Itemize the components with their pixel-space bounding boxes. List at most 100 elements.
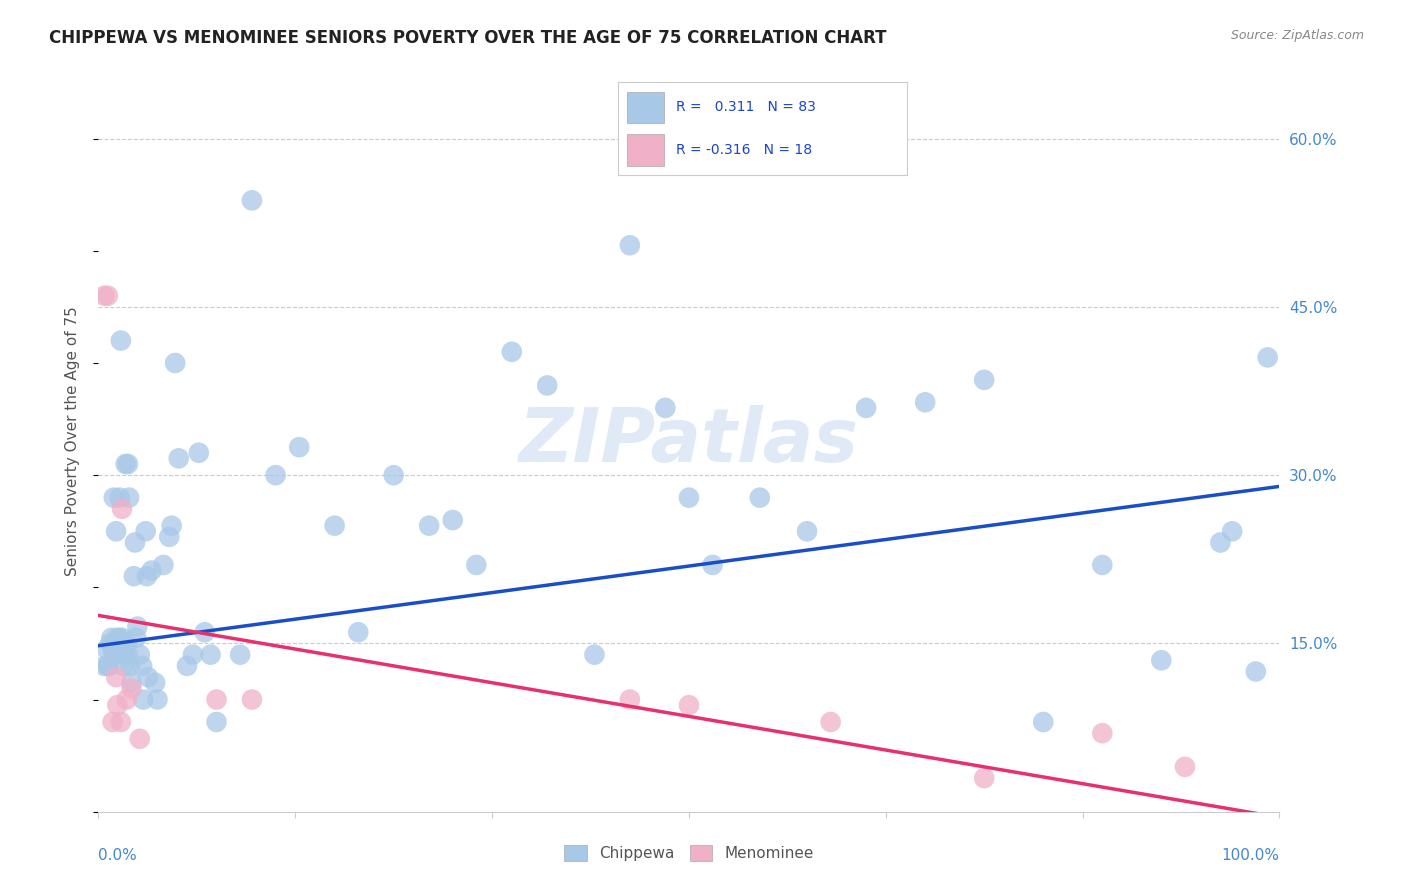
- Text: CHIPPEWA VS MENOMINEE SENIORS POVERTY OVER THE AGE OF 75 CORRELATION CHART: CHIPPEWA VS MENOMINEE SENIORS POVERTY OV…: [49, 29, 887, 46]
- Point: [105, 631, 128, 645]
- Point: [583, 648, 606, 662]
- Point: [128, 731, 150, 746]
- Point: [748, 491, 770, 505]
- Point: [120, 659, 142, 673]
- Point: [101, 642, 124, 657]
- Point: [135, 524, 157, 539]
- Point: [1091, 726, 1114, 740]
- Point: [115, 692, 138, 706]
- Point: [240, 692, 263, 706]
- Point: [112, 648, 135, 662]
- Point: [654, 401, 676, 415]
- Point: [110, 714, 132, 729]
- Point: [167, 451, 190, 466]
- Point: [678, 698, 700, 713]
- Point: [176, 659, 198, 673]
- Point: [160, 518, 183, 533]
- Point: [187, 446, 209, 460]
- Point: [323, 518, 346, 533]
- Point: [465, 558, 488, 572]
- Point: [536, 378, 558, 392]
- Point: [820, 714, 842, 729]
- Point: [105, 670, 128, 684]
- Point: [914, 395, 936, 409]
- Point: [973, 373, 995, 387]
- Point: [110, 334, 132, 348]
- Point: [118, 491, 141, 505]
- Point: [124, 535, 146, 549]
- Point: [200, 648, 222, 662]
- Point: [441, 513, 464, 527]
- Point: [108, 631, 131, 645]
- Point: [105, 524, 128, 539]
- Y-axis label: Seniors Poverty Over the Age of 75: Seniors Poverty Over the Age of 75: [65, 307, 80, 576]
- Point: [240, 194, 263, 208]
- Point: [347, 625, 370, 640]
- Point: [98, 659, 121, 673]
- Point: [181, 648, 204, 662]
- Point: [157, 530, 180, 544]
- Point: [105, 698, 128, 713]
- Point: [104, 648, 127, 662]
- Point: [112, 659, 135, 673]
- Point: [1257, 351, 1279, 365]
- Point: [855, 401, 877, 415]
- Point: [973, 771, 995, 785]
- Point: [1244, 665, 1267, 679]
- Point: [288, 440, 311, 454]
- Point: [93, 289, 115, 303]
- Point: [105, 648, 128, 662]
- Point: [100, 631, 122, 645]
- Point: [619, 238, 641, 252]
- Point: [143, 675, 166, 690]
- Point: [152, 558, 174, 572]
- Point: [382, 468, 405, 483]
- Point: [194, 625, 217, 640]
- Point: [702, 558, 724, 572]
- Point: [97, 659, 120, 673]
- Text: ZIPatlas: ZIPatlas: [519, 405, 859, 478]
- Legend: Chippewa, Menominee: Chippewa, Menominee: [558, 838, 820, 867]
- Point: [1209, 535, 1232, 549]
- Point: [107, 636, 129, 650]
- Point: [127, 619, 149, 633]
- Point: [121, 675, 143, 690]
- Point: [111, 642, 134, 657]
- Point: [93, 659, 115, 673]
- Point: [619, 692, 641, 706]
- Point: [136, 670, 159, 684]
- Point: [1032, 714, 1054, 729]
- Point: [101, 714, 124, 729]
- Text: 0.0%: 0.0%: [98, 847, 138, 863]
- Point: [105, 636, 128, 650]
- Point: [125, 631, 148, 645]
- Point: [132, 692, 155, 706]
- Point: [135, 569, 157, 583]
- Point: [796, 524, 818, 539]
- Point: [1150, 653, 1173, 667]
- Point: [1220, 524, 1243, 539]
- Point: [111, 501, 134, 516]
- Point: [121, 681, 143, 696]
- Point: [205, 714, 228, 729]
- Text: 100.0%: 100.0%: [1222, 847, 1279, 863]
- Text: Source: ZipAtlas.com: Source: ZipAtlas.com: [1230, 29, 1364, 42]
- Point: [103, 491, 125, 505]
- Point: [501, 344, 523, 359]
- Point: [264, 468, 287, 483]
- Point: [1091, 558, 1114, 572]
- Point: [128, 648, 150, 662]
- Point: [418, 518, 440, 533]
- Point: [115, 636, 138, 650]
- Point: [98, 636, 121, 650]
- Point: [97, 289, 120, 303]
- Point: [96, 642, 118, 657]
- Point: [117, 457, 139, 471]
- Point: [108, 491, 131, 505]
- Point: [122, 569, 145, 583]
- Point: [146, 692, 169, 706]
- Point: [114, 457, 136, 471]
- Point: [141, 564, 163, 578]
- Point: [117, 648, 139, 662]
- Point: [114, 642, 136, 657]
